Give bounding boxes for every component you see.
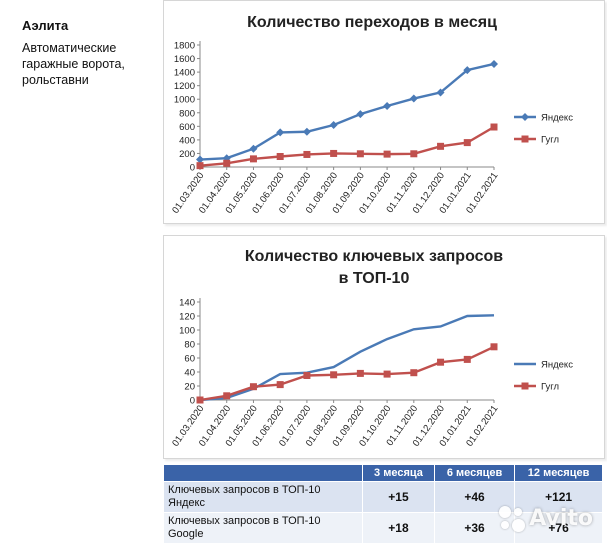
- data-point: [463, 355, 471, 363]
- y-tick-label: 0: [190, 163, 195, 174]
- data-point: [383, 370, 391, 378]
- legend-label: Гугл: [541, 135, 559, 146]
- summary-table: 3 месяца 6 месяцев 12 месяцев Ключевых з…: [163, 465, 603, 544]
- y-tick-label: 1000: [174, 95, 195, 106]
- company-name: Аэлита: [22, 18, 69, 33]
- data-point: [223, 159, 231, 167]
- data-point: [249, 144, 258, 153]
- chart-title: в ТОП-10: [339, 270, 410, 287]
- avito-watermark: Avito: [499, 506, 593, 532]
- data-point: [410, 150, 418, 158]
- y-tick-label: 400: [179, 135, 195, 146]
- y-tick-label: 60: [184, 354, 195, 365]
- legend-label: Яндекс: [541, 360, 573, 371]
- data-point: [302, 127, 311, 136]
- data-point: [249, 383, 257, 391]
- summary-header-cell: 12 месяцев: [514, 465, 603, 482]
- row-label: Ключевых запросов в ТОП-10 Google: [163, 512, 363, 544]
- y-tick-label: 600: [179, 122, 195, 133]
- data-point: [196, 162, 204, 170]
- data-point: [383, 150, 391, 158]
- y-tick-label: 20: [184, 382, 195, 393]
- data-point: [463, 66, 472, 75]
- row-value: +18: [362, 512, 435, 544]
- y-tick-label: 800: [179, 108, 195, 119]
- traffic-chart-svg: Количество переходов в месяц 0 200 400 600 80…: [170, 14, 573, 216]
- legend-label: Гугл: [541, 382, 559, 393]
- data-point: [329, 120, 338, 129]
- keywords-chart: Количество ключевых запросов в ТОП-10 0 20 4…: [163, 235, 605, 459]
- y-tick-label: 80: [184, 340, 195, 351]
- data-point: [410, 369, 418, 377]
- data-point: [330, 371, 338, 379]
- chart-title: Количество переходов в месяц: [247, 14, 497, 31]
- data-point: [249, 155, 257, 163]
- avito-wordmark: Avito: [529, 506, 593, 531]
- table-row: Ключевых запросов в ТОП-10 Яндекс +15 +4…: [163, 481, 603, 513]
- legend-marker: [521, 113, 529, 121]
- y-tick-label: 140: [179, 298, 195, 309]
- data-point: [463, 139, 471, 147]
- summary-header-row: 3 месяца 6 месяцев 12 месяцев: [163, 465, 603, 482]
- y-tick-label: 1400: [174, 68, 195, 79]
- series-line-google: [199, 345, 495, 402]
- legend-label: Яндекс: [541, 113, 573, 124]
- y-tick-label: 0: [190, 396, 195, 407]
- summary-header-cell: 6 месяцев: [434, 465, 516, 482]
- series-line-yandex: [199, 62, 495, 161]
- y-tick-label: 100: [179, 326, 195, 337]
- row-value: +121: [514, 481, 603, 513]
- data-point: [196, 396, 204, 404]
- data-point: [437, 142, 445, 150]
- data-point: [276, 381, 284, 389]
- table-row: Ключевых запросов в ТОП-10 Google +18 +3…: [163, 512, 603, 544]
- summary-header-cell: 3 месяца: [362, 465, 435, 482]
- data-point: [437, 358, 445, 366]
- data-point: [436, 88, 445, 97]
- y-tick-label: 40: [184, 368, 195, 379]
- y-tick-label: 120: [179, 312, 195, 323]
- chart-title: Количество ключевых запросов: [245, 248, 503, 265]
- data-point: [276, 152, 284, 160]
- company-description: Автоматические гаражные ворота, рольстав…: [22, 41, 125, 87]
- summary-header-cell: [163, 465, 363, 482]
- data-point: [356, 110, 365, 119]
- data-point: [223, 392, 231, 400]
- data-point: [330, 149, 338, 157]
- keywords-chart-svg: Количество ключевых запросов в ТОП-10 0 20 4…: [170, 248, 573, 449]
- y-tick-label: 1600: [174, 54, 195, 65]
- row-value: +46: [433, 481, 516, 513]
- traffic-chart: Количество переходов в месяц 0 200 400 600 80…: [163, 0, 605, 224]
- data-point: [303, 372, 311, 379]
- data-point: [303, 150, 311, 158]
- data-point: [490, 59, 498, 68]
- avito-logo-icon: [499, 506, 526, 532]
- data-point: [383, 102, 392, 110]
- legend-marker: [521, 135, 529, 143]
- series-line-yandex: [199, 314, 495, 402]
- y-tick-label: 200: [179, 149, 195, 160]
- legend-marker: [521, 382, 529, 390]
- row-value: +15: [362, 481, 435, 513]
- data-point: [356, 150, 364, 158]
- y-tick-label: 1800: [174, 41, 195, 52]
- data-point: [490, 343, 498, 351]
- row-label: Ключевых запросов в ТОП-10 Яндекс: [163, 481, 363, 513]
- row-value: +76: [514, 512, 603, 544]
- data-point: [356, 369, 364, 377]
- data-point: [196, 155, 204, 164]
- series-line-google: [199, 125, 495, 167]
- data-point: [490, 123, 498, 131]
- data-point: [409, 94, 418, 103]
- data-point: [276, 128, 285, 137]
- y-tick-label: 1200: [174, 81, 195, 92]
